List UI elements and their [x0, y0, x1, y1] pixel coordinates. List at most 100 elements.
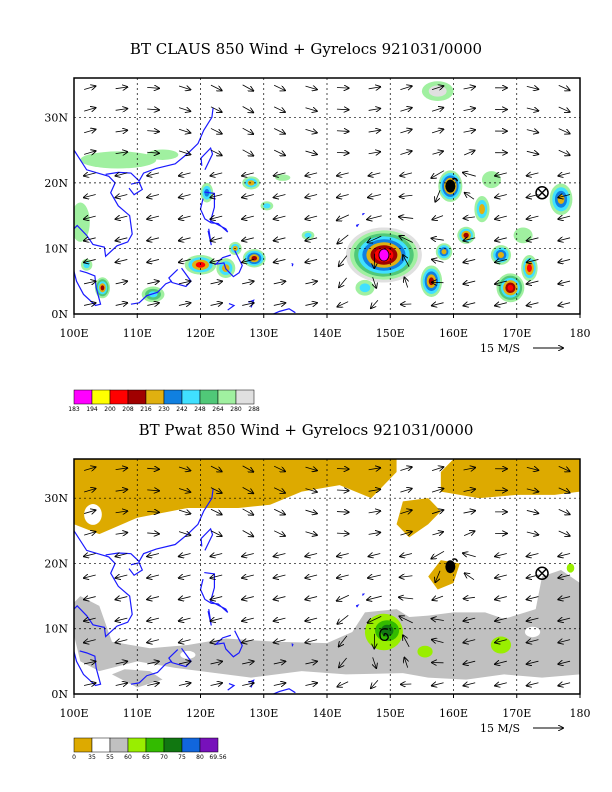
pwat-contour — [490, 636, 512, 654]
wind-vector — [305, 195, 318, 198]
wind-vector — [305, 259, 318, 262]
pwat-contour — [566, 563, 575, 573]
vector-reference-label: 15 M/S — [480, 722, 520, 735]
wind-vector — [178, 532, 190, 536]
wind-vector — [84, 553, 96, 556]
wind-vector — [527, 618, 539, 621]
wind-vector — [274, 618, 286, 621]
wind-vector — [336, 152, 349, 153]
wind-vector — [527, 259, 539, 262]
wind-vector — [527, 640, 539, 643]
wind-vector — [336, 468, 349, 469]
wind-vector — [115, 661, 127, 664]
wind-vector — [368, 489, 381, 491]
wind-vector — [84, 195, 96, 198]
wind-vector — [210, 575, 223, 578]
pwat-contour — [84, 504, 102, 525]
cloud-contour — [146, 149, 179, 160]
wind-vector — [305, 661, 316, 664]
wind-vector — [400, 173, 413, 176]
coastline — [207, 228, 212, 246]
wind-vector — [526, 532, 538, 535]
wind-vector — [463, 618, 476, 621]
wind-vector — [526, 108, 538, 111]
cloud-contour — [497, 252, 504, 258]
wind-vector — [115, 152, 128, 154]
colorbar-label: 248 — [194, 406, 206, 413]
cloud-contour — [441, 249, 447, 255]
coastline — [200, 147, 214, 171]
gyre-marker-x — [537, 188, 547, 198]
wind-vector — [339, 255, 348, 266]
wind-vector — [179, 173, 191, 176]
wind-vector — [115, 683, 127, 686]
wind-vector — [369, 173, 381, 176]
wind-vector — [305, 640, 318, 643]
wind-vector — [336, 88, 349, 89]
pwat-contour — [504, 577, 536, 602]
wind-vector — [399, 236, 413, 243]
wind-vector — [337, 234, 349, 244]
wind-vector — [305, 510, 317, 513]
cloud-contour — [100, 285, 105, 291]
wind-vector — [337, 594, 350, 601]
wind-vector — [399, 217, 414, 219]
wind-vector — [558, 640, 571, 643]
wind-vector — [84, 597, 96, 600]
wind-vector — [495, 553, 507, 556]
wind-vector — [463, 531, 474, 537]
wind-vector — [210, 238, 223, 241]
wind-vector — [558, 618, 571, 621]
colorbar-swatch — [91, 737, 111, 753]
wind-vector — [495, 281, 507, 284]
wind-vector — [305, 575, 318, 578]
wind-vector — [305, 238, 318, 241]
pwat-contour — [524, 626, 541, 638]
colorbar-label: 80 — [196, 754, 204, 761]
wind-vector — [368, 468, 381, 470]
coastline — [207, 609, 212, 626]
wind-vector — [115, 130, 128, 132]
wind-vector — [305, 489, 317, 492]
x-tick-label: 180 — [570, 327, 591, 340]
pwat-contour — [74, 459, 397, 535]
wind-vector — [242, 575, 254, 578]
wind-vector — [432, 259, 444, 262]
wind-vector — [210, 173, 223, 176]
wind-vector — [242, 173, 254, 176]
wind-vector — [371, 299, 379, 308]
coastline — [128, 562, 144, 576]
x-tick-label: 130E — [249, 327, 278, 340]
wind-vector — [463, 150, 474, 156]
wind-vector — [274, 597, 286, 600]
coastline — [74, 530, 133, 638]
cloud-contour — [275, 174, 291, 181]
wind-vector — [368, 130, 381, 132]
wind-vector — [84, 640, 96, 643]
wind-vector — [147, 238, 160, 241]
wind-vector — [558, 128, 570, 134]
wind-vector — [274, 640, 286, 643]
wind-vector — [463, 640, 476, 643]
wind-vector — [147, 575, 160, 578]
pwat-contour — [396, 498, 441, 538]
wind-vector — [432, 596, 444, 600]
wind-vector — [465, 573, 475, 581]
wind-vector — [242, 487, 254, 493]
wind-vector — [178, 683, 190, 686]
wind-vector — [336, 512, 349, 513]
wind-vector — [305, 303, 316, 306]
wind-vector — [115, 87, 128, 89]
wind-vector — [273, 508, 285, 514]
wind-vector — [273, 106, 285, 112]
wind-vector — [558, 487, 570, 493]
cloud-contour — [428, 277, 434, 286]
wind-vector — [432, 151, 442, 154]
wind-vector — [305, 281, 316, 284]
wind-vector — [431, 550, 445, 558]
wind-vector — [147, 490, 159, 491]
wind-vector — [84, 238, 96, 241]
gyre-marker — [378, 248, 390, 262]
cloud-contour — [428, 85, 447, 97]
wind-vector — [179, 640, 191, 643]
